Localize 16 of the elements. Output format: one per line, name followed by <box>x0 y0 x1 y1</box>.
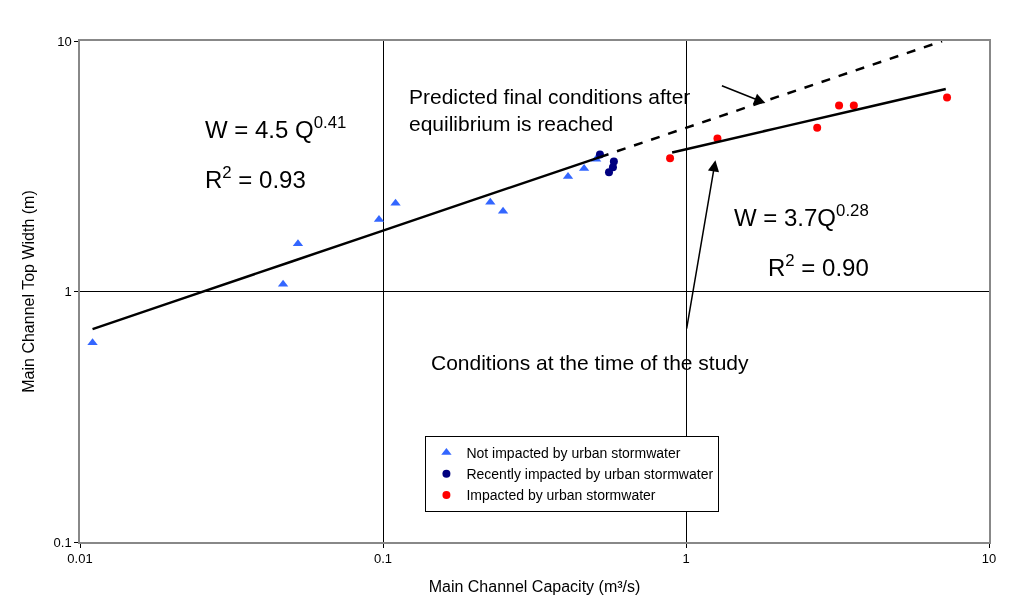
legend-label: Impacted by urban stormwater <box>466 487 656 504</box>
y-tick-label: 10 <box>57 33 72 49</box>
annotation: W = 3.7Q$^{0.28}$ <box>734 201 869 232</box>
legend-label: Recently impacted by urban stormwater <box>466 466 714 483</box>
x-axis-title: Main Channel Capacity (m³/s) <box>428 577 641 595</box>
x-tick-label: 0.01 <box>67 551 93 567</box>
annotation: R$^{2}$ = 0.93 <box>205 163 306 194</box>
annotation: W = 4.5 Q$^{0.41}$ <box>205 113 347 144</box>
y-tick-label: 0.1 <box>53 534 72 550</box>
legend-label: Not impacted by urban stormwater <box>466 445 681 461</box>
x-tick-label: 0.1 <box>373 551 393 567</box>
x-tick-label: 10 <box>981 551 997 567</box>
annotation: R$^{2}$ = 0.90 <box>768 251 869 282</box>
x-tick-label: 1 <box>682 551 690 567</box>
y-axis-title: Main Channel Top Width (m) <box>19 190 37 393</box>
y-tick-label: 1 <box>64 284 72 300</box>
